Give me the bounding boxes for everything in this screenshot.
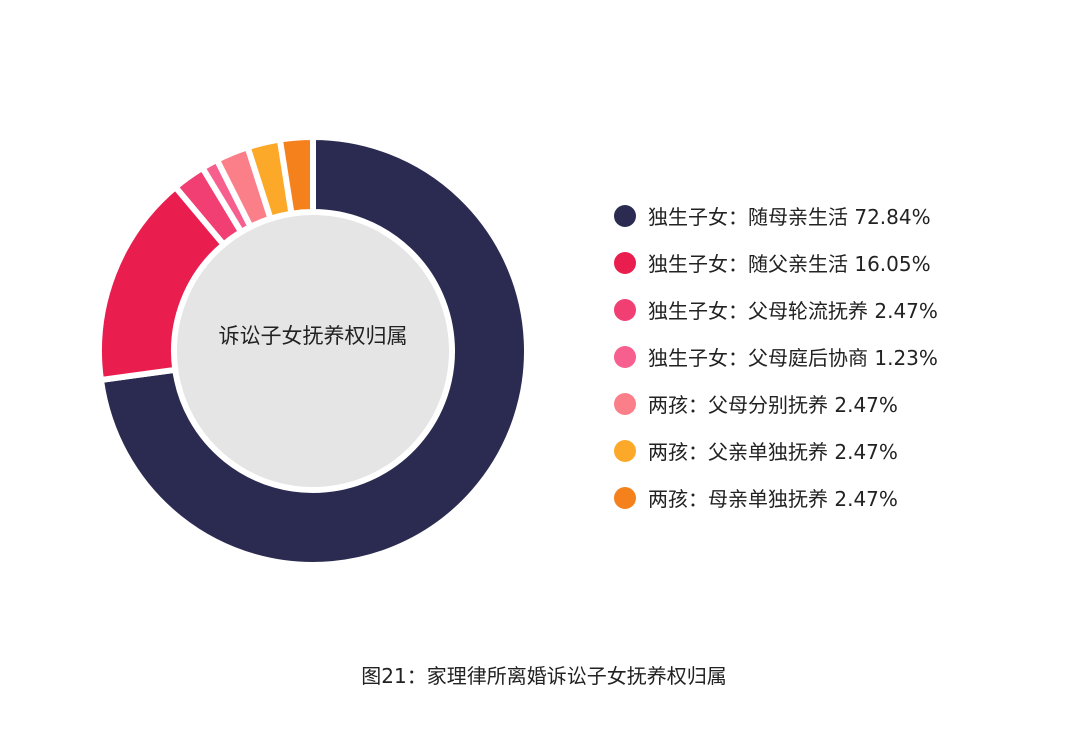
- legend-item-7: 两孩：母亲单独抚养 2.47%: [614, 474, 938, 521]
- legend-item-6: 两孩：父亲单独抚养 2.47%: [614, 427, 938, 474]
- figure-caption: 图21：家理律所离婚诉讼子女抚养权归属: [361, 664, 727, 688]
- legend-item-3: 独生子女：父母轮流抚养 2.47%: [614, 286, 938, 333]
- legend-label: 两孩：母亲单独抚养 2.47%: [648, 487, 898, 511]
- donut-center-label: 诉讼子女抚养权归属: [218, 324, 408, 348]
- legend-label: 独生子女：父母庭后协商 1.23%: [648, 346, 938, 370]
- legend-swatch-icon: [614, 392, 636, 415]
- legend-item-4: 独生子女：父母庭后协商 1.23%: [614, 333, 938, 380]
- legend-swatch-icon: [614, 345, 636, 368]
- legend-label: 独生子女：随父亲生活 16.05%: [648, 252, 931, 276]
- donut-slice-1: [97, 133, 530, 568]
- legend-swatch-icon: [614, 251, 636, 274]
- legend-item-5: 两孩：父母分别抚养 2.47%: [614, 380, 938, 427]
- donut-slice-7: [276, 133, 316, 218]
- legend-swatch-icon: [614, 439, 636, 462]
- legend-swatch-icon: [614, 486, 636, 509]
- legend-label: 两孩：父亲单独抚养 2.47%: [648, 440, 898, 464]
- legend-swatch-icon: [614, 298, 636, 321]
- chart-legend: 独生子女：随母亲生活 72.84% 独生子女：随父亲生活 16.05% 独生子女：父…: [614, 192, 938, 521]
- donut-inner-fill: [176, 214, 450, 488]
- legend-label: 两孩：父母分别抚养 2.47%: [648, 393, 898, 417]
- legend-label: 独生子女：随母亲生活 72.84%: [648, 205, 931, 229]
- legend-swatch-icon: [614, 204, 636, 227]
- legend-item-1: 独生子女：随母亲生活 72.84%: [614, 192, 938, 239]
- donut-slices: [96, 133, 530, 568]
- legend-item-2: 独生子女：随父亲生活 16.05%: [614, 239, 938, 286]
- legend-label: 独生子女：父母轮流抚养 2.47%: [648, 299, 938, 323]
